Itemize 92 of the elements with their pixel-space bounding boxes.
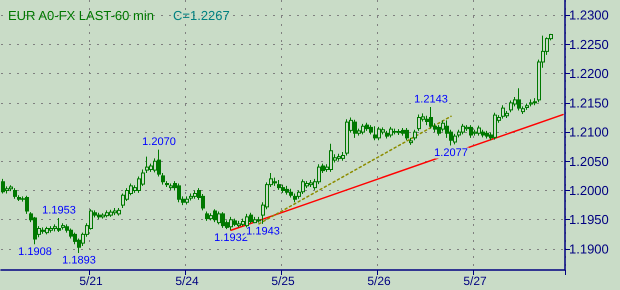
candlestick <box>361 123 365 135</box>
candlestick <box>189 192 193 201</box>
candlestick <box>501 104 505 120</box>
annotation: 1.1943 <box>246 225 280 238</box>
annotation: 1.2143 <box>414 93 448 106</box>
candlestick <box>101 212 105 220</box>
candlestick <box>481 129 485 138</box>
candlestick <box>193 190 197 200</box>
candlestick <box>401 127 405 136</box>
candlestick <box>329 143 333 172</box>
candlestick <box>237 220 241 228</box>
candlestick <box>485 130 489 140</box>
y-tick-label: 1.2250 <box>569 36 609 52</box>
candlestick <box>453 133 457 145</box>
candlestick <box>461 123 465 135</box>
candlestick <box>49 226 53 234</box>
annotation: 1.1932 <box>214 232 248 244</box>
candlestick <box>233 218 237 227</box>
candlestick <box>205 211 209 222</box>
y-tick-label: 1.2050 <box>569 154 609 169</box>
candlestick <box>517 88 521 111</box>
candlestick <box>13 188 17 200</box>
candlestick <box>109 209 113 218</box>
candlestick <box>185 196 189 206</box>
candlestick <box>285 185 289 196</box>
candlestick <box>33 216 37 245</box>
y-tick-label: 1.1950 <box>569 212 609 228</box>
candlestick <box>57 217 61 233</box>
candlestick <box>217 211 221 225</box>
x-tick-label: 5/25 <box>271 274 295 288</box>
candlestick <box>529 98 533 107</box>
x-tick-label: 5/21 <box>79 274 103 288</box>
candlestick <box>377 126 381 141</box>
annotation: 1.1908 <box>18 246 52 258</box>
annotation: C=1.2267 <box>173 8 230 23</box>
candlestick <box>393 128 397 135</box>
y-tick-label: 1.2150 <box>569 95 609 110</box>
y-tick-label: 1.2200 <box>569 66 609 82</box>
candlestick <box>289 188 293 198</box>
candlestick <box>277 180 281 190</box>
candlestick <box>473 129 477 136</box>
annotation: 1.1893 <box>62 254 96 267</box>
candlestick <box>117 208 121 216</box>
candlestick <box>1 178 5 194</box>
y-tick-label: 1.1900 <box>569 241 609 256</box>
candlestick <box>397 128 401 136</box>
candlestick <box>525 102 529 110</box>
candlestick <box>25 195 29 214</box>
candlestick <box>273 177 277 186</box>
candlestick <box>249 212 253 224</box>
candlestick <box>429 106 433 130</box>
candlestick <box>281 184 285 194</box>
candlestick <box>177 183 181 203</box>
candlestick <box>105 210 109 218</box>
candlestick <box>213 208 217 223</box>
x-tick-label: 5/26 <box>367 274 391 288</box>
candlestick <box>209 212 213 221</box>
candlestick <box>365 122 369 132</box>
candlestick <box>413 129 417 141</box>
candlestick <box>385 130 389 140</box>
candlestick <box>253 216 257 224</box>
candlestick <box>309 180 313 188</box>
candlestick <box>373 126 377 141</box>
candlestick <box>301 178 305 195</box>
candlestick <box>45 226 49 235</box>
y-tick-label: 1.2000 <box>569 183 609 198</box>
annotation: 1.2077 <box>434 147 468 160</box>
candlestick <box>221 212 225 228</box>
candlestick <box>389 126 393 138</box>
candlestick <box>229 216 233 231</box>
y-tick-label: 1.2300 <box>569 8 609 23</box>
candlestick <box>493 112 497 140</box>
candlestick <box>41 226 45 234</box>
candlestick <box>509 100 513 113</box>
candlestick <box>241 218 245 227</box>
candlestick <box>337 153 341 162</box>
candlestick <box>293 192 297 203</box>
text: EUR A0-FX LAST-60 min <box>8 8 154 23</box>
candlestick <box>477 125 481 136</box>
annotation: 1.1953 <box>42 204 76 216</box>
candlestick <box>97 212 101 220</box>
candlestick <box>353 119 357 138</box>
annotation: 1.2070 <box>142 136 176 148</box>
x-tick-label: 5/24 <box>175 274 199 288</box>
candlestick <box>113 208 117 216</box>
candlestick <box>405 127 409 141</box>
candlestick <box>169 183 173 190</box>
candlestick <box>417 114 421 132</box>
candlestick <box>437 124 441 136</box>
candlestick <box>469 124 473 138</box>
y-tick-label: 1.2100 <box>569 124 609 140</box>
x-tick-label: 5/27 <box>463 274 487 288</box>
